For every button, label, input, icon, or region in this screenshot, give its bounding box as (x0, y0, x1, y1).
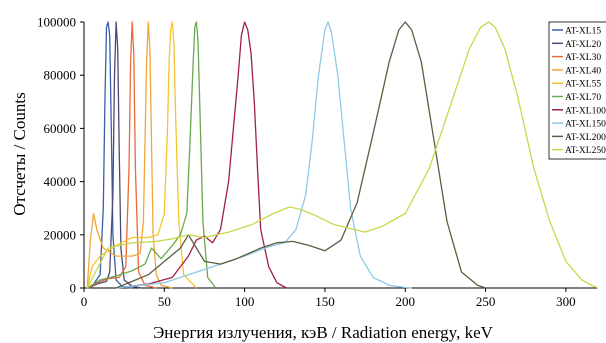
series-line-at-xl100 (116, 21, 287, 289)
y-axis-title: Отсчеты / Counts (10, 92, 29, 215)
legend-label-at-xl40: AT-XL40 (565, 66, 601, 76)
legend-label-at-xl15: AT-XL15 (565, 27, 601, 37)
x-tick-label: 100 (235, 294, 255, 309)
x-tick-label: 300 (556, 294, 576, 309)
axes: 0 50 100 150 200 250 300 0 20000 40000 60000 80000 1… (37, 15, 598, 309)
x-tick-label: 250 (476, 294, 496, 309)
y-tick-label: 40000 (44, 174, 77, 189)
x-tick-label: 200 (396, 294, 416, 309)
legend: AT-XL15 AT-XL20 AT-XL30 AT-XL40 AT-XL55 AT-XL… (548, 21, 606, 160)
y-tick-label: 0 (70, 281, 77, 296)
legend-label-at-xl200: AT-XL200 (565, 133, 606, 143)
legend-label-at-xl20: AT-XL20 (565, 40, 601, 50)
y-tick-label: 60000 (44, 121, 77, 136)
legend-label-at-xl250: AT-XL250 (565, 146, 606, 156)
series-line-at-xl15 (86, 21, 133, 289)
series-line-at-xl200 (115, 21, 486, 289)
legend-label-at-xl30: AT-XL30 (565, 53, 601, 63)
legend-label-at-xl55: AT-XL55 (565, 80, 601, 90)
series-line-at-xl20 (88, 21, 142, 289)
series-line-at-xl30 (88, 21, 157, 289)
series-line-at-xl250 (86, 21, 599, 289)
x-tick-label: 0 (81, 294, 88, 309)
series-layer (86, 21, 599, 289)
y-tick-label: 80000 (44, 68, 77, 83)
x-tick-label: 150 (315, 294, 335, 309)
legend-label-at-xl70: AT-XL70 (565, 93, 601, 103)
series-line-at-xl70 (86, 21, 217, 289)
x-axis-title: Энергия излучения, кэВ / Radiation energ… (153, 323, 494, 342)
y-tick-label: 100000 (37, 15, 76, 30)
y-tick-label: 20000 (44, 227, 77, 242)
legend-label-at-xl150: AT-XL150 (565, 120, 606, 130)
x-tick-label: 50 (158, 294, 171, 309)
series-line-at-xl55 (86, 21, 197, 289)
legend-label-at-xl100: AT-XL100 (565, 106, 606, 116)
series-line-at-xl150 (116, 21, 412, 289)
